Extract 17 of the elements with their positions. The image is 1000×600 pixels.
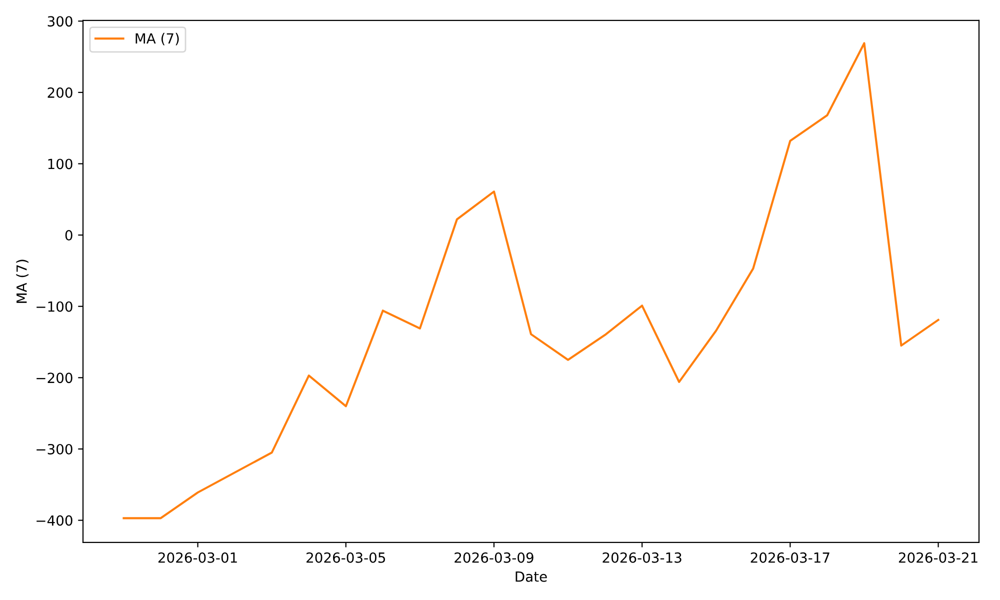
x-tick-label: 2026-03-09 bbox=[454, 552, 534, 563]
y-tick-label: −200 bbox=[36, 372, 72, 384]
x-tick-label: 2026-03-17 bbox=[750, 552, 830, 563]
y-tick-label: −300 bbox=[36, 444, 72, 454]
legend-label: MA (7) bbox=[136, 32, 179, 46]
y-tick-label: 200 bbox=[48, 87, 72, 98]
y-tick-label: −100 bbox=[36, 301, 72, 312]
x-tick-label: 2026-03-21 bbox=[898, 552, 978, 563]
x-tick-label: 2026-03-01 bbox=[158, 552, 237, 563]
y-tick-label: −400 bbox=[36, 515, 72, 526]
y-axis-title: MA (7) bbox=[16, 260, 29, 303]
x-tick-label: 2026-03-13 bbox=[602, 552, 682, 563]
y-tick-label: 100 bbox=[48, 158, 72, 170]
x-axis-title: Date bbox=[516, 572, 547, 582]
y-tick-label: 300 bbox=[48, 16, 72, 27]
x-tick-label: 2026-03-05 bbox=[306, 552, 386, 563]
y-tick-label: 0 bbox=[65, 230, 72, 241]
